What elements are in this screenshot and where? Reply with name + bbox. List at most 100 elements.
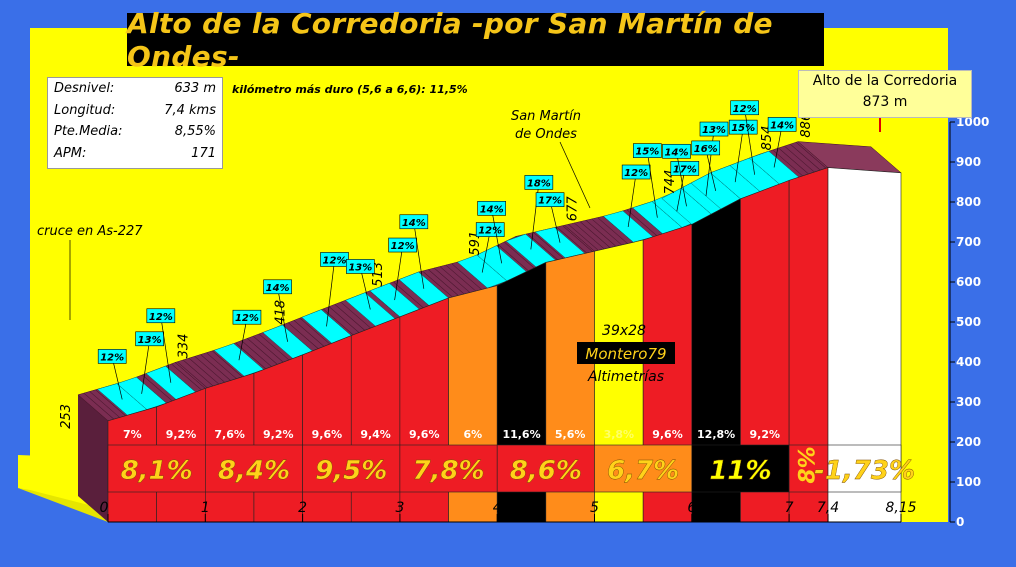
stat-row: Longitud: 7,4 kms [48, 100, 222, 122]
ramp-label: 12% [624, 168, 648, 179]
ridge-hatch [241, 340, 272, 367]
stat-label: Desnivel: [54, 81, 115, 96]
ramp-label: 14% [770, 120, 794, 131]
stat-row: Pte.Media: 8,55% [48, 121, 222, 143]
ramp-label: 12% [391, 241, 415, 252]
ridge-hatch [579, 221, 611, 248]
ramp-leader [277, 287, 288, 342]
ramp-box [388, 237, 417, 253]
segment-grade-label: 9,6% [312, 428, 343, 441]
segment-grade-label: 9,4% [360, 428, 391, 441]
destination-box: Alto de la Corredoria 873 m [798, 70, 972, 118]
ramp-label: 18% [527, 178, 551, 189]
y-tick-label: 400 [956, 355, 981, 369]
source-label: Altimetrías [587, 369, 664, 385]
ridge-hatch [83, 392, 115, 420]
ramp-label: 12% [235, 313, 259, 324]
ramp-box [399, 214, 429, 230]
ramp-leader [676, 152, 687, 207]
stat-value: 7,4 kms [164, 102, 216, 118]
y-tick-label: 900 [956, 155, 981, 169]
ridge-hatch [328, 306, 360, 333]
km-grade-cell [107, 444, 206, 493]
ramp-label: 17% [538, 196, 562, 207]
x-tick-label: 2 [298, 500, 307, 516]
segment-grade-label: 5,6% [555, 428, 586, 441]
ridge-hatch [498, 244, 529, 271]
ridge-hatch [433, 267, 465, 295]
ramp-leader [646, 151, 658, 218]
ridge-hatch [340, 301, 371, 329]
ramp-label: 13% [138, 335, 162, 346]
ridge-hatch [212, 350, 243, 378]
segment-grade-label: 7% [123, 428, 142, 441]
ridge-hatch [252, 335, 284, 363]
ridge-hatch [293, 320, 325, 347]
stat-value: 8,55% [174, 124, 216, 139]
ramp-leader [744, 108, 755, 175]
ramp-leader [676, 169, 686, 212]
km-grade-cell [205, 444, 303, 493]
x-tick-label: 5 [590, 500, 599, 516]
y-tick-label: 500 [956, 315, 981, 329]
segment-grade-label: 9,6% [652, 428, 683, 441]
ridge-hatch [200, 354, 231, 381]
altitude-label: 744 [663, 170, 678, 195]
ramp-leader [481, 230, 491, 273]
ramp-leader [141, 339, 150, 394]
km-grade-label: 8% [796, 446, 821, 483]
segment-grade-label: 9,2% [166, 428, 197, 441]
ramp-leader [773, 125, 783, 168]
ridge-hatch [451, 263, 482, 290]
ramp-leader [326, 260, 335, 327]
ramp-leader [705, 148, 717, 192]
ridge-hatch [247, 338, 278, 365]
ridge-hatch [568, 224, 599, 251]
stat-label: Longitud: [54, 102, 116, 118]
destination-name: Alto de la Corredoria [812, 73, 958, 89]
ramp-label: 12% [100, 352, 124, 363]
ridge-hatch [95, 389, 126, 416]
km-grade-cell [496, 444, 595, 493]
ramp-label: 17% [673, 164, 697, 175]
ramp-box [263, 279, 292, 295]
ramp-leader [111, 357, 123, 400]
km-grade-cell [788, 444, 829, 493]
ramp-box [535, 192, 565, 207]
x-tick-label: 0 [100, 500, 109, 516]
ridge-hatch [188, 357, 220, 385]
km-grade-cell [691, 444, 790, 493]
x-tick-label: 7 [785, 500, 794, 516]
ridge-hatch [334, 304, 366, 331]
ridge-hatch [533, 232, 564, 259]
altitude-label: 513 [371, 262, 386, 287]
altitude-label: 886 [799, 113, 814, 138]
ramp-leader [394, 245, 403, 301]
ridge-hatch [77, 394, 109, 422]
ridge-hatch [556, 226, 587, 254]
y-tick-label: 0 [956, 515, 964, 529]
stat-value: 171 [191, 145, 216, 161]
ridge-hatch [235, 342, 266, 370]
ridge-hatch [445, 264, 476, 292]
author-label: Montero79 [585, 345, 666, 363]
km-grade-cell [594, 444, 693, 493]
stats-box: Desnivel: 633 m Longitud: 7,4 kms Pte.Medi… [47, 77, 223, 169]
ramp-label: 15% [731, 123, 755, 134]
km-grade-label: 6,7% [607, 456, 679, 486]
ramp-box [730, 100, 759, 116]
km-grade-cell [399, 444, 498, 493]
ramp-label: 12% [478, 226, 502, 237]
x-tick-label: 1 [201, 500, 210, 516]
ramp-label: 12% [323, 255, 347, 266]
ramp-label: 13% [348, 262, 372, 273]
gear-label: 39x28 [602, 323, 646, 339]
stat-label: APM: [54, 145, 87, 161]
ramp-leader [160, 316, 172, 383]
y-tick-label: 1000 [956, 115, 989, 129]
ridge-hatch [142, 374, 173, 402]
ramp-label: 13% [702, 125, 726, 136]
altitude-label: 854 [760, 126, 775, 151]
